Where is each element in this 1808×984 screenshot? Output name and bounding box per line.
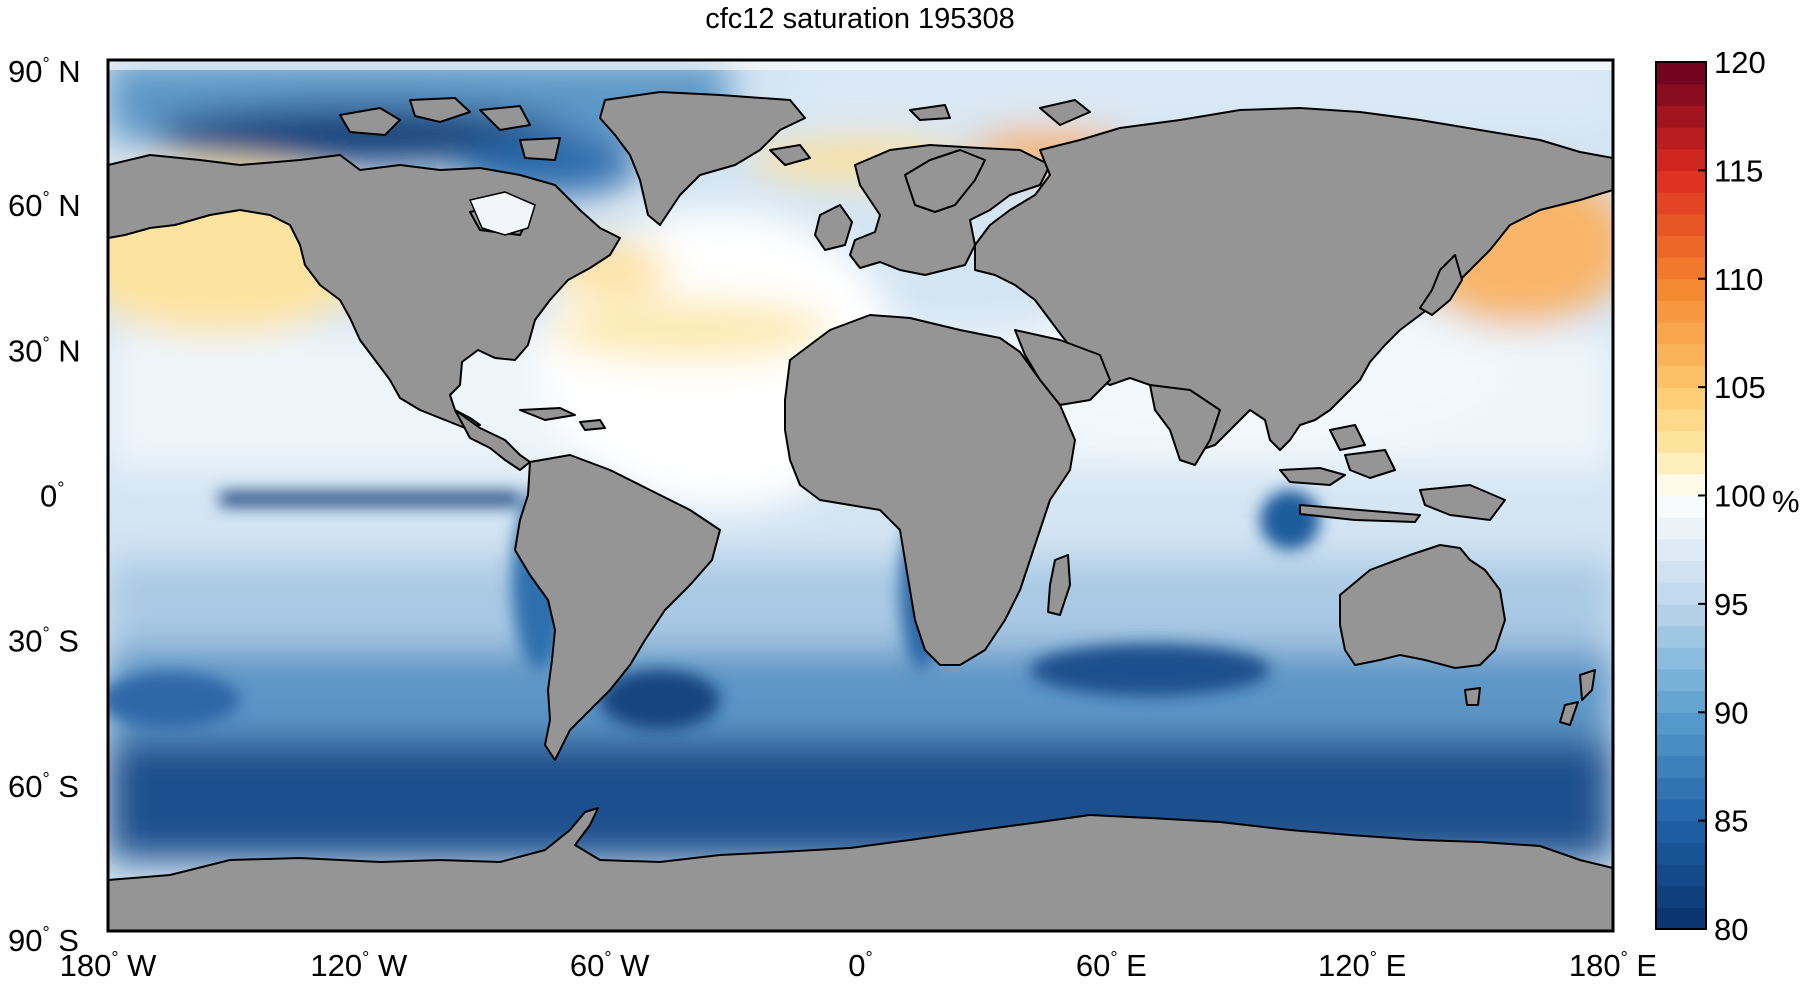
colorbar-block (1656, 538, 1706, 562)
colorbar-block (1656, 863, 1706, 887)
lat-tick-label: 0° (40, 479, 64, 514)
colorbar-block (1656, 192, 1706, 215)
colorbar-block (1656, 343, 1706, 367)
india-subcontinent (1149, 384, 1221, 466)
colorbar-tick-label: 90 (1714, 695, 1748, 730)
colorbar-block (1656, 83, 1706, 106)
lon-tick-label: 180° E (1569, 948, 1657, 983)
lat-tick-label: 90° N (8, 54, 81, 89)
caribbean-islands (519, 407, 606, 431)
madagascar (1047, 554, 1071, 616)
lat-tick-label: 30° S (8, 624, 79, 659)
colorbar-block (1656, 235, 1706, 258)
colorbar-block (1656, 517, 1706, 540)
latitude-axis-labels: 90° N 60° N 30° N 0° 30° S 60° S 90° S (8, 54, 81, 958)
colorbar-block (1656, 625, 1706, 648)
iceland (769, 144, 811, 166)
colorbar-block (1656, 647, 1706, 670)
colorbar-block (1656, 668, 1706, 692)
lat-tick-label: 90° S (8, 923, 79, 958)
colorbar-block (1656, 105, 1706, 128)
hudson-bay (469, 191, 536, 236)
colorbar-block (1656, 170, 1706, 193)
colorbar-block (1656, 755, 1706, 778)
colorbar-block (1656, 62, 1706, 85)
indonesia-islands (1279, 424, 1506, 523)
colorbar-block (1656, 885, 1706, 908)
colorbar-tick-label: 80 (1714, 912, 1748, 947)
arabian-peninsula (1014, 329, 1111, 406)
colorbar-block (1656, 582, 1706, 605)
colorbar-block (1656, 603, 1706, 627)
arctic-russia-islands (909, 99, 1091, 126)
lon-tick-label: 0° (848, 948, 872, 983)
colorbar-block (1656, 365, 1706, 388)
colorbar: 80 85 90 95 100 105 110 115 120 % (1655, 45, 1800, 947)
lon-tick-label: 180° W (60, 948, 158, 983)
colorbar-block (1656, 148, 1706, 171)
british-isles (814, 204, 853, 251)
new-zealand (1559, 669, 1596, 726)
africa-landmass (784, 314, 1076, 666)
lat-tick-label: 30° N (8, 333, 81, 368)
colorbar-block (1656, 127, 1706, 150)
map-frame (106, 58, 1615, 933)
colorbar-tick-label: 95 (1714, 587, 1748, 622)
lat-tick-label: 60° N (8, 188, 81, 223)
colorbar-block (1656, 907, 1706, 930)
scandinavia (904, 149, 986, 213)
colorbar-block (1656, 387, 1706, 410)
lon-tick-label: 120° E (1318, 948, 1406, 983)
colorbar-block (1656, 300, 1706, 323)
colorbar-block (1656, 257, 1706, 280)
colorbar-tick-label: 105 (1714, 370, 1766, 405)
colorbar-block (1656, 777, 1706, 800)
lon-tick-label: 120° W (310, 948, 408, 983)
colorbar-tick-label: 100 (1714, 479, 1766, 514)
colorbar-block (1656, 408, 1706, 432)
colorbar-block (1656, 430, 1706, 453)
colorbar-color-blocks (1656, 62, 1706, 930)
colorbar-block (1656, 322, 1706, 345)
colorbar-block (1656, 473, 1706, 497)
longitude-axis-labels: 180° W 120° W 60° W 0° 60° E 120° E 180° E (60, 948, 1658, 983)
lon-tick-label: 60° W (570, 948, 650, 983)
colorbar-block (1656, 820, 1706, 843)
map-title: cfc12 saturation 195308 (705, 3, 1015, 35)
colorbar-tick-label: 110 (1714, 262, 1763, 297)
colorbar-tick-label: 115 (1714, 153, 1763, 188)
colorbar-unit: % (1772, 484, 1800, 519)
colorbar-block (1656, 560, 1706, 583)
map-area (108, 60, 1613, 931)
colorbar-tick-label: 120 (1714, 45, 1766, 80)
lon-tick-label: 60° E (1076, 948, 1147, 983)
europe-landmass (849, 144, 1051, 276)
colorbar-block (1656, 798, 1706, 822)
arctic-islands (339, 97, 561, 161)
south-america-landmass (514, 454, 721, 761)
central-america-landmass (454, 409, 531, 471)
colorbar-block (1656, 452, 1706, 475)
colorbar-block (1656, 733, 1706, 757)
japan-islands (1419, 254, 1463, 316)
colorbar-tick-label: 85 (1714, 804, 1748, 839)
greenland-landmass (599, 91, 806, 226)
tasmania (1464, 687, 1481, 706)
lat-tick-label: 60° S (8, 769, 79, 804)
colorbar-block (1656, 712, 1706, 735)
colorbar-block (1656, 213, 1706, 236)
colorbar-block (1656, 842, 1706, 865)
colorbar-block (1656, 690, 1706, 713)
colorbar-block (1656, 278, 1706, 302)
asia-landmass (974, 107, 1613, 451)
australia-landmass (1339, 544, 1506, 669)
land-masses (108, 91, 1613, 931)
colorbar-tick-labels: 80 85 90 95 100 105 110 115 120 (1698, 45, 1766, 947)
colorbar-block (1656, 495, 1706, 518)
antarctica-landmass (108, 807, 1613, 931)
